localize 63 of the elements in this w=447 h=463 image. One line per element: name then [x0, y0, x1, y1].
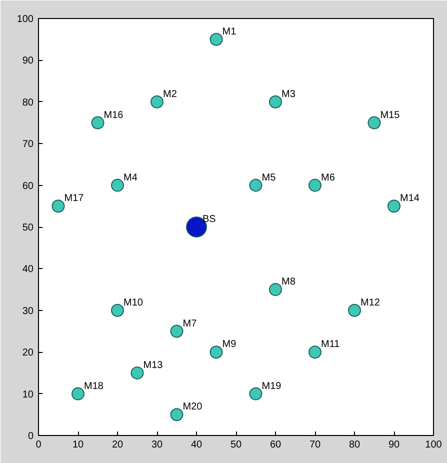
annotation: M7: [182, 318, 198, 330]
annotation: M17: [64, 193, 84, 204]
x-tick-label: 30: [151, 440, 163, 450]
annotation: M5: [262, 172, 276, 184]
point: [52, 200, 65, 213]
x-tick-label: 60: [270, 440, 282, 450]
point: [170, 324, 184, 338]
y-tick-label: 0: [28, 431, 34, 442]
annotation: M16: [104, 110, 124, 121]
point: [91, 116, 104, 130]
point: [130, 366, 144, 380]
y-tick-label: 60: [22, 180, 34, 192]
point: [210, 346, 223, 359]
point: [308, 178, 322, 192]
y-tick-label: 100: [16, 14, 34, 25]
annotation: M13: [143, 360, 164, 371]
y-tick-label: 70: [22, 139, 34, 150]
annotation: BS: [202, 214, 216, 225]
annotation: M8: [282, 276, 296, 288]
x-tick-label: 20: [112, 440, 124, 450]
annotation: M9: [222, 339, 237, 350]
annotation: M12: [360, 297, 380, 308]
point: [210, 32, 223, 46]
point: [249, 178, 262, 192]
point: [269, 95, 282, 108]
point: [111, 304, 124, 317]
y-tick-label: 30: [22, 306, 34, 317]
point: [308, 346, 322, 359]
annotation: M1: [222, 26, 237, 38]
x-tick-label: 0: [36, 440, 42, 450]
x-tick-label: 70: [309, 440, 321, 450]
point: [249, 387, 262, 400]
x-tick-label: 100: [425, 440, 442, 450]
x-tick-label: 50: [230, 440, 242, 450]
y-tick-label: 20: [22, 348, 34, 359]
y-tick-label: 80: [22, 97, 34, 108]
point: [368, 116, 381, 130]
annotation: M2: [163, 88, 178, 100]
point: [348, 304, 361, 317]
annotation: M4: [124, 172, 138, 184]
x-tick-label: 40: [190, 440, 202, 450]
annotation: M11: [321, 339, 340, 350]
annotation: M14: [400, 193, 420, 204]
point: [72, 387, 84, 400]
point: [150, 95, 164, 108]
x-tick-label: 90: [388, 440, 400, 450]
annotation: M10: [124, 297, 144, 308]
point: [388, 200, 400, 213]
x-tick-label: 10: [72, 440, 84, 450]
x-tick-label: 80: [348, 440, 360, 450]
point: [269, 283, 282, 296]
y-tick-label: 10: [22, 389, 34, 400]
annotation: M19: [262, 380, 282, 392]
point: [111, 178, 124, 192]
annotation: M20: [182, 402, 203, 413]
annotation: M15: [380, 110, 400, 121]
y-tick-label: 40: [22, 264, 34, 276]
annotation: M3: [282, 88, 296, 100]
y-tick-label: 90: [22, 56, 34, 67]
point: [170, 408, 184, 422]
annotation: M6: [321, 172, 336, 184]
annotation: M18: [84, 380, 104, 392]
y-tick-label: 50: [22, 222, 34, 234]
